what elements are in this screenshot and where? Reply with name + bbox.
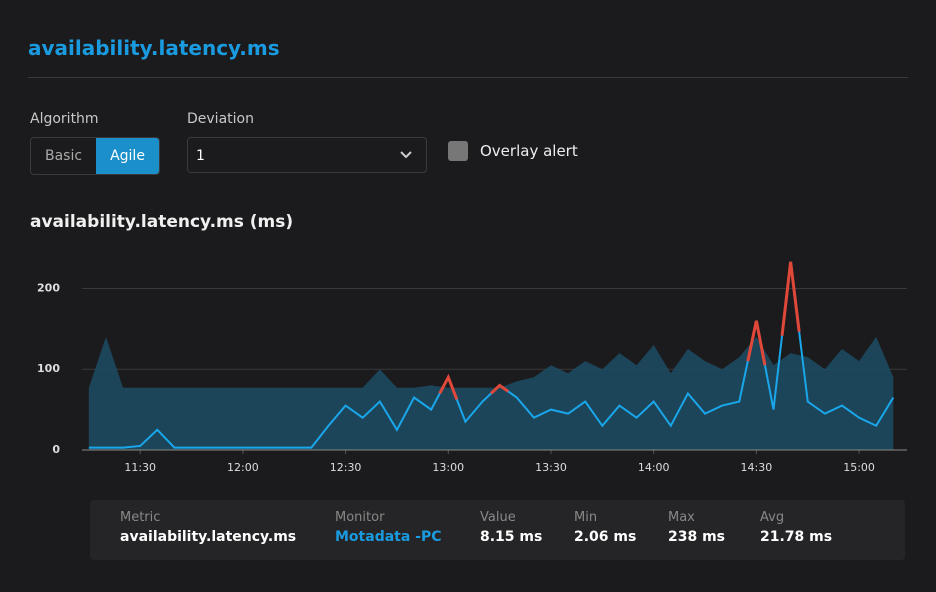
summary-column: Min 2.06 ms [574, 510, 636, 545]
summary-label: Metric [120, 510, 161, 525]
summary-value[interactable]: Motadata -PC [335, 529, 442, 545]
deviation-select[interactable]: 1 [187, 137, 427, 173]
y-tick-label: 0 [52, 443, 60, 456]
summary-label: Min [574, 510, 598, 525]
summary-value: availability.latency.ms [120, 529, 297, 545]
anomaly [438, 373, 459, 401]
summary-label: Max [668, 510, 695, 525]
y-tick-label: 100 [37, 362, 60, 375]
summary-value: 21.78 ms [760, 529, 833, 545]
x-tick-label: 13:30 [535, 461, 567, 474]
summary-column: Monitor Motadata -PC [335, 510, 442, 545]
divider [28, 77, 908, 78]
summary-value: 2.06 ms [574, 529, 637, 545]
x-tick-label: 14:30 [741, 461, 773, 474]
algorithm-toggle: Basic Agile [30, 137, 160, 175]
summary-label: Avg [760, 510, 785, 525]
chart: 0 100 200 11:30 12:00 12:30 13:00 13:30 14:00 14:… [37, 261, 907, 474]
x-tick-label: 12:00 [227, 461, 259, 474]
summary-panel: Metric availability.latency.ms Monitor Mota… [90, 500, 905, 560]
page-title: availability.latency.ms [28, 36, 280, 60]
summary-column: Max 238 ms [668, 510, 725, 545]
y-tick-label: 200 [37, 281, 60, 294]
chevron [400, 151, 412, 159]
deviation-label: Deviation [187, 111, 254, 127]
deviation-value: 1 [196, 148, 205, 164]
summary-column: Avg 21.78 ms [760, 510, 832, 545]
summary-column: Metric availability.latency.ms [120, 510, 296, 545]
algorithm-label: Algorithm [30, 111, 99, 127]
anomaly [746, 320, 767, 366]
summary-column: Value 8.15 ms [480, 510, 542, 545]
chart-title: availability.latency.ms (ms) [30, 212, 294, 232]
summary-value: 8.15 ms [480, 529, 543, 545]
anomaly [780, 261, 801, 336]
anomaly [490, 383, 510, 395]
overlay-checkbox[interactable] [448, 141, 468, 161]
x-tick-label: 13:00 [432, 461, 464, 474]
option-agile[interactable]: Agile [96, 138, 159, 174]
option-basic[interactable]: Basic [45, 148, 83, 164]
x-tick-label: 15:00 [843, 461, 875, 474]
x-tick-label: 14:00 [638, 461, 670, 474]
summary-label: Value [480, 510, 516, 525]
overlay-label: Overlay alert [480, 142, 578, 160]
x-tick-label: 12:30 [330, 461, 362, 474]
summary-value: 238 ms [668, 529, 726, 545]
summary-label: Monitor [335, 510, 385, 525]
x-tick-label: 11:30 [124, 461, 156, 474]
